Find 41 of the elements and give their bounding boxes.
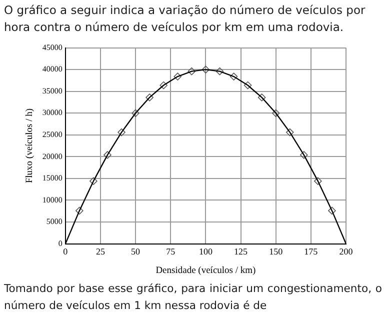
point xyxy=(160,81,168,90)
point xyxy=(90,177,98,185)
x-tick-label: 150 xyxy=(269,246,284,257)
y-tick-label: 30000 xyxy=(42,108,62,118)
x-tick-label: 25 xyxy=(96,246,106,257)
x-tick-label: 75 xyxy=(166,246,176,257)
chart-title: O gráfico a seguir indica a variação do número de veículos por hora contra o número de veículos por km em uma rodovia. xyxy=(4,2,366,36)
y-axis-title: Fluxo (veículos / h) xyxy=(25,108,36,184)
point xyxy=(244,81,252,90)
point xyxy=(286,128,294,136)
x-axis-title: Densidade (veículos / km) xyxy=(156,266,256,276)
point xyxy=(146,94,154,102)
x-tick-label: 50 xyxy=(131,246,141,257)
y-tick-label: 15000 xyxy=(42,174,62,183)
y-tick-label: 40000 xyxy=(42,64,62,74)
point xyxy=(314,177,322,185)
y-tick-label: 25000 xyxy=(42,130,62,140)
y-tick-label: 10000 xyxy=(42,195,62,204)
y-tick-label: 0 xyxy=(58,238,62,248)
point xyxy=(202,66,210,74)
point xyxy=(188,67,196,76)
x-tick-label: 125 xyxy=(234,246,248,257)
point xyxy=(104,151,112,159)
text: Tomando por base esse gráfico, para iniciar um congestionamento, o número de veículos em 1 km nessa rodovia é de xyxy=(4,281,382,314)
point xyxy=(272,109,280,118)
y-tick-label: 35000 xyxy=(42,86,62,96)
y-tick-label: 5000 xyxy=(46,217,62,226)
point xyxy=(118,128,126,136)
x-tick-label: 175 xyxy=(304,246,318,257)
y-tick-label: 20000 xyxy=(42,152,62,161)
point xyxy=(132,109,140,118)
point xyxy=(174,72,182,80)
point xyxy=(76,206,84,215)
point xyxy=(300,151,308,159)
y-tick-label: 45000 xyxy=(42,42,62,52)
point xyxy=(328,206,336,215)
point xyxy=(258,94,266,102)
x-tick-label: 100 xyxy=(198,246,213,257)
point xyxy=(230,72,238,80)
point xyxy=(216,67,224,76)
x-tick-label: 200 xyxy=(339,246,354,257)
